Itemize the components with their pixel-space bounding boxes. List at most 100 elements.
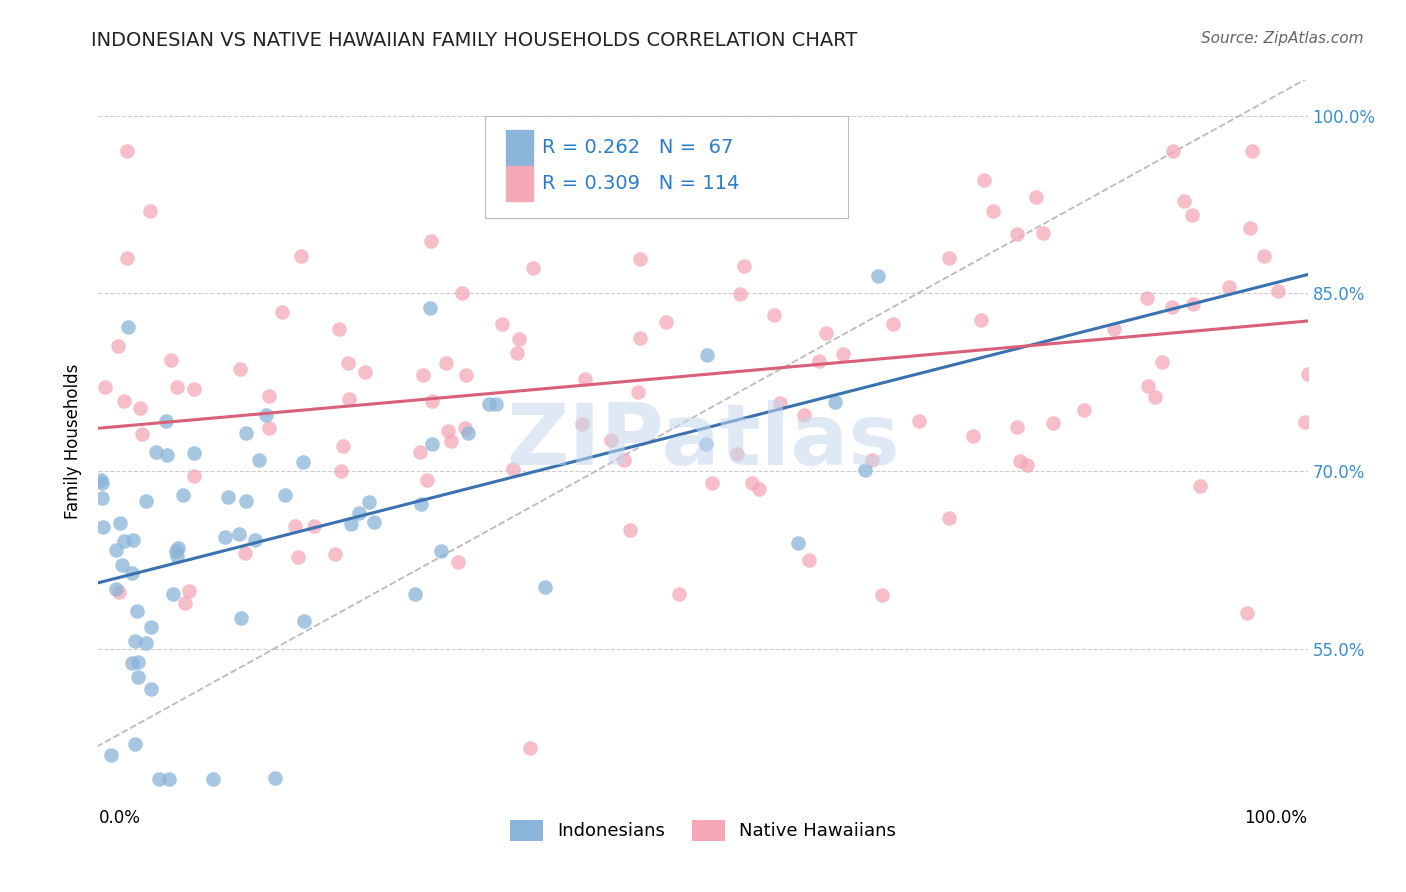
Indonesians: [105, 542, 128, 557]
Indonesians: [214, 530, 236, 544]
Native Hawaiians: [797, 553, 820, 567]
Native Hawaiians: [174, 596, 197, 610]
Indonesians: [135, 636, 157, 650]
Native Hawaiians: [302, 518, 325, 533]
Indonesians: [112, 534, 135, 549]
Indonesians: [824, 394, 846, 409]
Native Hawaiians: [770, 193, 793, 207]
Native Hawaiians: [287, 549, 309, 564]
Indonesians: [91, 491, 114, 505]
Text: 100.0%: 100.0%: [1244, 809, 1308, 827]
Indonesians: [786, 536, 808, 550]
Native Hawaiians: [1150, 355, 1173, 369]
Native Hawaiians: [108, 584, 131, 599]
Indonesians: [183, 446, 205, 460]
Native Hawaiians: [94, 380, 117, 394]
Indonesians: [121, 566, 143, 580]
Native Hawaiians: [160, 352, 183, 367]
Native Hawaiians: [762, 308, 785, 322]
Native Hawaiians: [522, 260, 544, 275]
Native Hawaiians: [882, 318, 904, 332]
Native Hawaiians: [733, 259, 755, 273]
Native Hawaiians: [284, 518, 307, 533]
Native Hawaiians: [139, 203, 162, 218]
Indonesians: [122, 533, 145, 547]
Native Hawaiians: [1137, 379, 1160, 393]
Indonesians: [853, 462, 876, 476]
Indonesians: [228, 526, 250, 541]
Native Hawaiians: [506, 345, 529, 359]
Indonesians: [235, 426, 257, 441]
Indonesians: [695, 436, 717, 450]
Bar: [506, 166, 533, 201]
Indonesians: [478, 397, 501, 411]
Indonesians: [359, 495, 381, 509]
Indonesians: [167, 541, 190, 555]
Native Hawaiians: [725, 447, 748, 461]
Native Hawaiians: [336, 356, 359, 370]
Native Hawaiians: [233, 546, 256, 560]
Native Hawaiians: [439, 434, 461, 449]
Indonesians: [247, 452, 270, 467]
Indonesians: [696, 348, 718, 362]
Indonesians: [127, 670, 149, 684]
Indonesians: [121, 656, 143, 670]
Native Hawaiians: [807, 354, 830, 368]
Indonesians: [165, 544, 187, 558]
Native Hawaiians: [332, 439, 354, 453]
Indonesians: [124, 737, 146, 751]
Indonesians: [139, 681, 162, 696]
Native Hawaiians: [1010, 453, 1032, 467]
Native Hawaiians: [271, 305, 294, 319]
Native Hawaiians: [454, 368, 477, 382]
Indonesians: [264, 771, 287, 785]
Indonesians: [162, 587, 184, 601]
Native Hawaiians: [447, 555, 470, 569]
Native Hawaiians: [938, 251, 960, 265]
Native Hawaiians: [962, 428, 984, 442]
Native Hawaiians: [728, 287, 751, 301]
Native Hawaiians: [502, 461, 524, 475]
Indonesians: [172, 488, 194, 502]
Native Hawaiians: [112, 393, 135, 408]
Native Hawaiians: [1015, 458, 1038, 472]
Indonesians: [229, 611, 252, 625]
Native Hawaiians: [1189, 479, 1212, 493]
Indonesians: [420, 437, 443, 451]
Indonesians: [148, 772, 170, 786]
Native Hawaiians: [1163, 145, 1185, 159]
Native Hawaiians: [814, 326, 837, 341]
Native Hawaiians: [973, 173, 995, 187]
Indonesians: [91, 520, 114, 534]
Native Hawaiians: [627, 385, 650, 400]
Native Hawaiians: [571, 417, 593, 431]
Legend: Indonesians, Native Hawaiians: Indonesians, Native Hawaiians: [503, 813, 903, 848]
Native Hawaiians: [1161, 300, 1184, 314]
Native Hawaiians: [860, 452, 883, 467]
Text: ZIPatlas: ZIPatlas: [506, 400, 900, 483]
Indonesians: [124, 634, 146, 648]
Native Hawaiians: [655, 315, 678, 329]
Indonesians: [156, 448, 179, 462]
Native Hawaiians: [412, 368, 434, 382]
Indonesians: [339, 516, 361, 531]
Bar: [506, 130, 533, 165]
Native Hawaiians: [1073, 402, 1095, 417]
Native Hawaiians: [613, 453, 636, 467]
Native Hawaiians: [437, 425, 460, 439]
Native Hawaiians: [290, 249, 312, 263]
Indonesians: [533, 580, 555, 594]
Native Hawaiians: [1025, 190, 1047, 204]
Native Hawaiians: [666, 155, 689, 169]
Native Hawaiians: [183, 469, 205, 483]
Indonesians: [104, 582, 127, 596]
Indonesians: [457, 425, 479, 440]
Indonesians: [100, 748, 122, 763]
Native Hawaiians: [259, 421, 281, 435]
Native Hawaiians: [325, 547, 347, 561]
Native Hawaiians: [1296, 367, 1319, 381]
FancyBboxPatch shape: [485, 117, 848, 218]
Native Hawaiians: [107, 339, 129, 353]
Native Hawaiians: [1136, 291, 1159, 305]
Native Hawaiians: [508, 332, 530, 346]
